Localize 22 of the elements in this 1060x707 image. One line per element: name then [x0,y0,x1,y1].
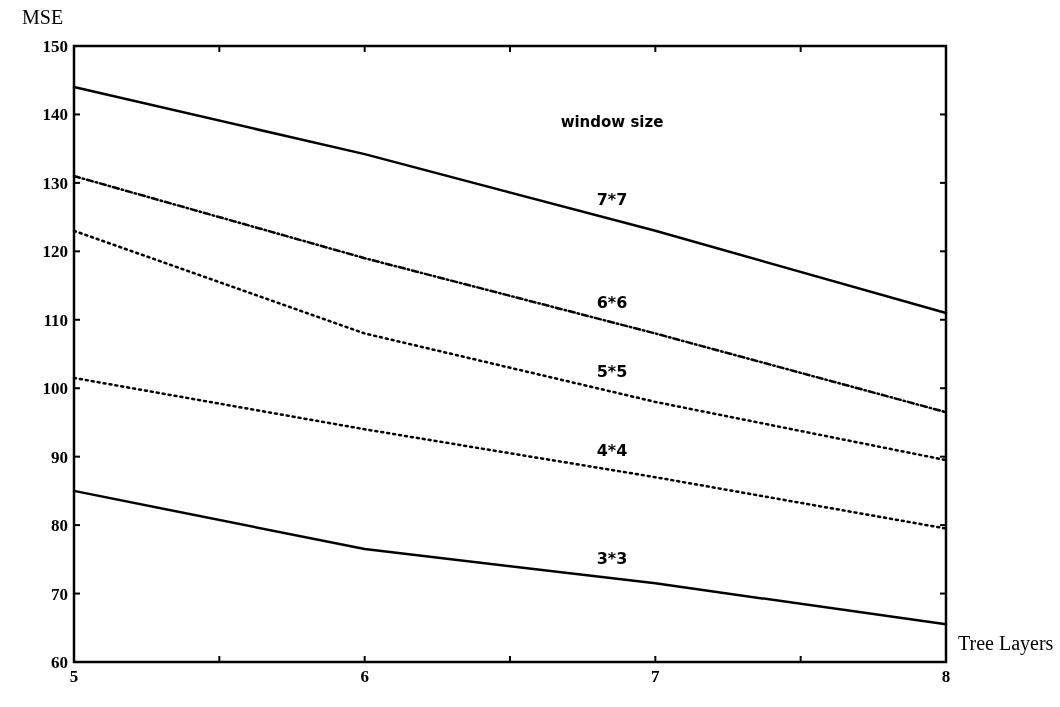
y-tick-label: 70 [51,584,68,604]
x-tick-label: 6 [360,667,369,686]
x-tick-label: 8 [941,667,951,686]
y-tick-label: 90 [51,447,68,467]
series-label: 5*5 [596,362,628,382]
y-tick-label: 140 [42,105,68,125]
y-tick-label: 130 [42,173,68,193]
y-axis-title: MSE [22,6,64,28]
x-tick-label: 7 [651,667,661,686]
series-label: 7*7 [596,189,628,209]
legend-title: window size [560,112,664,131]
series-label: 3*3 [596,548,628,568]
y-tick-label: 110 [43,310,68,330]
series-label: 4*4 [596,440,628,460]
y-tick-label: 80 [51,516,68,536]
series-label: 6*6 [596,292,628,312]
y-tick-label: 60 [51,652,68,672]
x-axis-title: Tree Layers [958,632,1054,655]
x-tick-label: 5 [69,667,79,686]
y-tick-label: 100 [42,379,68,399]
y-tick-label: 120 [42,242,68,262]
y-tick-label: 150 [42,36,68,56]
